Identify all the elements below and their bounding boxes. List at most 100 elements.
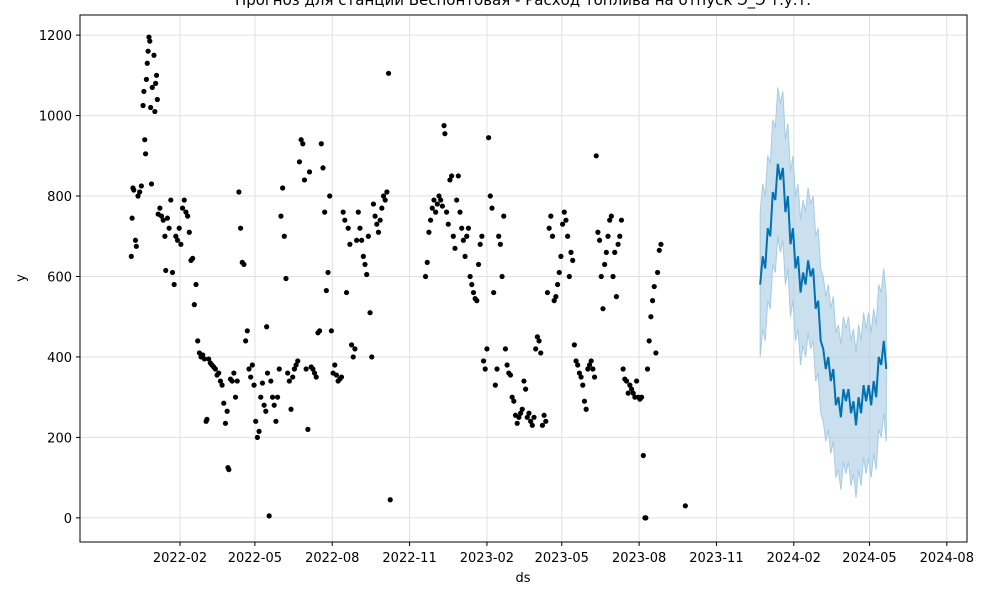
data-point bbox=[496, 233, 502, 239]
data-point bbox=[623, 378, 630, 384]
data-point bbox=[216, 370, 222, 376]
data-point bbox=[311, 370, 318, 376]
data-point bbox=[554, 281, 561, 288]
data-point bbox=[580, 382, 586, 388]
data-point bbox=[509, 394, 515, 400]
data-point bbox=[232, 394, 239, 400]
observed-points bbox=[128, 34, 688, 521]
data-point bbox=[317, 328, 323, 334]
data-point bbox=[176, 225, 182, 231]
data-point bbox=[269, 394, 276, 400]
data-point bbox=[128, 253, 134, 259]
data-point bbox=[426, 229, 432, 235]
data-point bbox=[133, 243, 139, 249]
data-point bbox=[380, 193, 387, 199]
data-point bbox=[379, 205, 385, 211]
data-point bbox=[190, 255, 196, 261]
data-point bbox=[254, 434, 260, 441]
data-point bbox=[236, 189, 242, 195]
data-point bbox=[643, 515, 649, 521]
data-point bbox=[251, 382, 257, 388]
data-point bbox=[291, 366, 297, 372]
data-point bbox=[296, 159, 303, 165]
x-tick-label: 2023-08 bbox=[612, 551, 666, 566]
data-point bbox=[374, 221, 380, 227]
data-point bbox=[360, 253, 366, 259]
data-point bbox=[193, 281, 199, 288]
data-point bbox=[593, 153, 599, 159]
data-point bbox=[656, 247, 662, 253]
data-point bbox=[157, 205, 163, 211]
data-point bbox=[588, 358, 594, 364]
data-point bbox=[149, 84, 155, 91]
data-point bbox=[625, 390, 631, 396]
data-point bbox=[464, 233, 470, 239]
data-point bbox=[455, 173, 461, 179]
data-point bbox=[305, 426, 311, 432]
data-point bbox=[322, 209, 328, 215]
data-point bbox=[459, 225, 465, 231]
data-point bbox=[598, 273, 604, 280]
data-point bbox=[484, 346, 490, 352]
data-point bbox=[137, 189, 143, 195]
data-point bbox=[129, 215, 135, 221]
data-point bbox=[427, 217, 434, 223]
data-point bbox=[293, 362, 299, 368]
data-point bbox=[164, 215, 171, 221]
data-point bbox=[278, 213, 284, 219]
data-point bbox=[651, 283, 657, 290]
data-point bbox=[142, 137, 148, 143]
data-point bbox=[174, 237, 181, 243]
data-point bbox=[528, 418, 534, 424]
data-point bbox=[590, 366, 596, 372]
data-point bbox=[497, 241, 503, 247]
data-point bbox=[217, 378, 224, 384]
data-point bbox=[285, 370, 291, 376]
data-point bbox=[343, 289, 350, 296]
data-point bbox=[338, 374, 345, 380]
x-axis-title: ds bbox=[515, 571, 530, 586]
data-point bbox=[438, 197, 444, 203]
data-point bbox=[467, 273, 473, 280]
data-point bbox=[313, 374, 319, 380]
data-point bbox=[263, 408, 269, 414]
data-point bbox=[283, 275, 289, 282]
data-point bbox=[200, 352, 206, 358]
data-point bbox=[551, 298, 557, 304]
x-axis-ticks: 2022-02 2022-05 2022-08 2022-11 2023-02 2023-… bbox=[153, 542, 974, 566]
x-tick-label: 2022-11 bbox=[382, 551, 436, 566]
data-point bbox=[261, 402, 267, 408]
data-point bbox=[148, 181, 155, 187]
data-point bbox=[280, 185, 286, 191]
data-point bbox=[477, 241, 483, 247]
data-point bbox=[143, 76, 150, 82]
data-point bbox=[576, 370, 583, 376]
data-point bbox=[439, 203, 445, 209]
data-point bbox=[644, 366, 651, 372]
data-point bbox=[384, 189, 390, 195]
data-point bbox=[303, 366, 309, 372]
data-point bbox=[163, 267, 169, 274]
data-point bbox=[543, 418, 549, 424]
y-tick-label: 600 bbox=[47, 270, 72, 285]
data-point bbox=[479, 233, 485, 239]
data-point bbox=[268, 378, 274, 384]
data-point bbox=[546, 225, 552, 231]
data-point bbox=[355, 209, 361, 215]
data-point bbox=[534, 334, 540, 340]
data-point bbox=[144, 60, 150, 66]
data-point bbox=[367, 310, 373, 316]
data-point bbox=[244, 328, 250, 334]
data-point bbox=[596, 237, 603, 243]
data-point bbox=[600, 306, 606, 312]
data-point bbox=[369, 354, 375, 360]
data-point bbox=[204, 416, 210, 422]
data-point bbox=[151, 52, 157, 58]
data-point bbox=[649, 298, 656, 304]
data-point bbox=[648, 314, 654, 320]
data-point bbox=[568, 249, 574, 255]
data-point bbox=[434, 201, 440, 207]
data-point bbox=[487, 193, 493, 199]
data-point bbox=[480, 358, 487, 364]
